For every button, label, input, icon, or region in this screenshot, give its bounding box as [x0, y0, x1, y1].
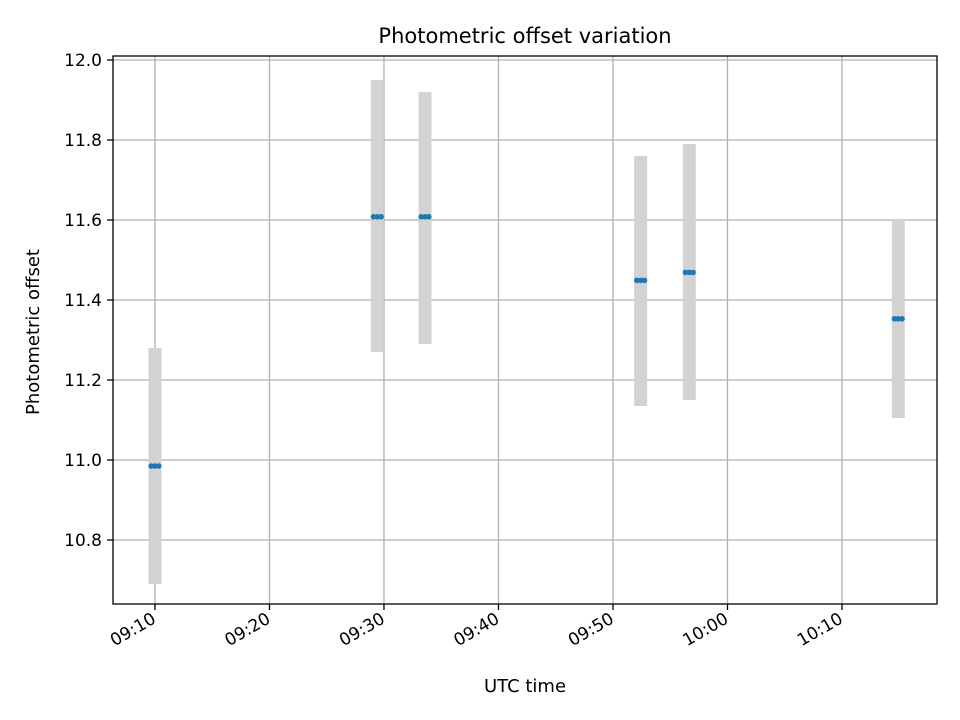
- plot-frame: [112, 55, 938, 605]
- data-point: [155, 463, 162, 469]
- x-tick-label: 09:10: [107, 609, 159, 651]
- x-axis-label: UTC time: [484, 676, 566, 697]
- data-point: [899, 316, 905, 322]
- x-tick-label: 09:30: [336, 609, 388, 651]
- data-point-layer: [148, 214, 905, 469]
- y-tick-label: 11.8: [64, 131, 102, 151]
- x-tick-label: 10:10: [794, 609, 846, 651]
- y-tick-label: 12.0: [64, 51, 102, 71]
- x-tick-label: 09:50: [565, 609, 617, 651]
- data-point: [426, 214, 432, 220]
- x-tick-label: 09:40: [451, 609, 503, 651]
- chart-title: Photometric offset variation: [378, 24, 671, 48]
- error-band-layer: [148, 80, 905, 584]
- tick-layer: 09:10 09:20 09:30 09:40 09:50 10:00 10:10 10.8 1…: [64, 51, 846, 651]
- y-tick-label: 10.8: [64, 531, 102, 551]
- x-tick-label: 09:20: [222, 609, 274, 651]
- y-tick-label: 11.4: [64, 291, 102, 311]
- axis-layer: [112, 55, 938, 605]
- y-axis-label: Photometric offset: [23, 249, 44, 415]
- data-point: [641, 277, 648, 284]
- data-point: [690, 269, 696, 276]
- data-point: [378, 214, 384, 220]
- y-tick-label: 11.6: [64, 211, 102, 231]
- y-tick-label: 11.0: [64, 451, 102, 471]
- y-tick-label: 11.2: [64, 371, 102, 391]
- grid-layer: [113, 56, 937, 604]
- x-tick-label: 10:00: [680, 609, 732, 651]
